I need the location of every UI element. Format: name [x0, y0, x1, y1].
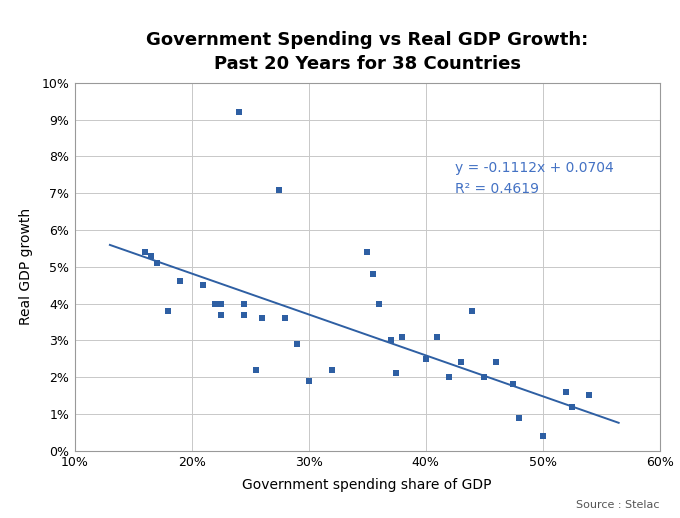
- Point: [467, 307, 478, 315]
- Point: [443, 373, 454, 381]
- Point: [280, 314, 291, 322]
- Point: [420, 354, 431, 363]
- Point: [233, 108, 244, 117]
- Point: [139, 248, 150, 256]
- Title: Government Spending vs Real GDP Growth:
Past 20 Years for 38 Countries: Government Spending vs Real GDP Growth: …: [146, 32, 588, 73]
- Point: [508, 380, 519, 388]
- Point: [391, 369, 402, 378]
- X-axis label: Government spending share of GDP: Government spending share of GDP: [243, 478, 492, 492]
- Point: [209, 299, 220, 308]
- Point: [216, 310, 226, 319]
- Point: [566, 402, 577, 411]
- Point: [560, 387, 571, 396]
- Point: [397, 333, 408, 341]
- Point: [175, 277, 186, 285]
- Point: [362, 248, 373, 256]
- Point: [584, 392, 595, 400]
- Point: [514, 413, 525, 422]
- Point: [385, 336, 396, 344]
- Point: [479, 373, 490, 381]
- Point: [303, 377, 314, 385]
- Point: [537, 432, 548, 440]
- Point: [292, 340, 303, 348]
- Point: [151, 259, 162, 267]
- Y-axis label: Real GDP growth: Real GDP growth: [19, 208, 33, 325]
- Point: [146, 252, 156, 260]
- Point: [490, 358, 501, 367]
- Text: y = -0.1112x + 0.0704
R² = 0.4619: y = -0.1112x + 0.0704 R² = 0.4619: [455, 161, 613, 196]
- Point: [373, 299, 384, 308]
- Point: [274, 185, 285, 194]
- Point: [163, 307, 174, 315]
- Point: [256, 314, 267, 322]
- Point: [368, 270, 379, 278]
- Point: [456, 358, 466, 367]
- Point: [326, 366, 337, 374]
- Point: [216, 299, 226, 308]
- Point: [239, 299, 250, 308]
- Text: Source : Stelac: Source : Stelac: [576, 500, 660, 510]
- Point: [198, 281, 209, 289]
- Point: [251, 366, 262, 374]
- Point: [239, 310, 250, 319]
- Point: [432, 333, 443, 341]
